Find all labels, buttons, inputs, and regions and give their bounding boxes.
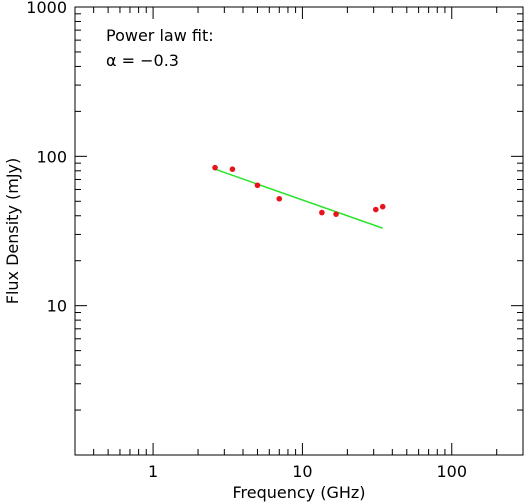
data-point <box>276 195 283 202</box>
y-axis-label: Flux Density (mJy) <box>3 158 22 305</box>
y-tick-labels: 10 100 1000 <box>26 0 67 316</box>
x-tick-label: 1 <box>148 462 158 481</box>
y-tick-label: 1000 <box>26 0 67 17</box>
data-points <box>212 164 386 217</box>
x-tick-label: 100 <box>436 462 467 481</box>
fit-line <box>214 168 383 229</box>
data-point <box>333 211 339 217</box>
data-point <box>254 182 261 189</box>
plot-frame <box>74 6 524 456</box>
x-tick-labels: 1 10 100 <box>148 462 467 481</box>
data-point <box>212 164 218 171</box>
minor-ticks <box>74 7 524 455</box>
major-ticks <box>75 6 523 456</box>
annotation-line-1: Power law fit: <box>106 26 214 45</box>
data-point <box>379 203 386 210</box>
x-tick-label: 10 <box>292 462 312 481</box>
data-point <box>372 206 379 213</box>
data-point <box>319 209 325 216</box>
y-tick-label: 100 <box>36 147 67 166</box>
data-point <box>229 166 236 173</box>
fit-lines <box>214 168 383 229</box>
y-tick-label: 10 <box>47 297 67 316</box>
annotation-line-2: α = −0.3 <box>106 51 179 70</box>
x-axis-label: Frequency (GHz) <box>232 483 365 502</box>
